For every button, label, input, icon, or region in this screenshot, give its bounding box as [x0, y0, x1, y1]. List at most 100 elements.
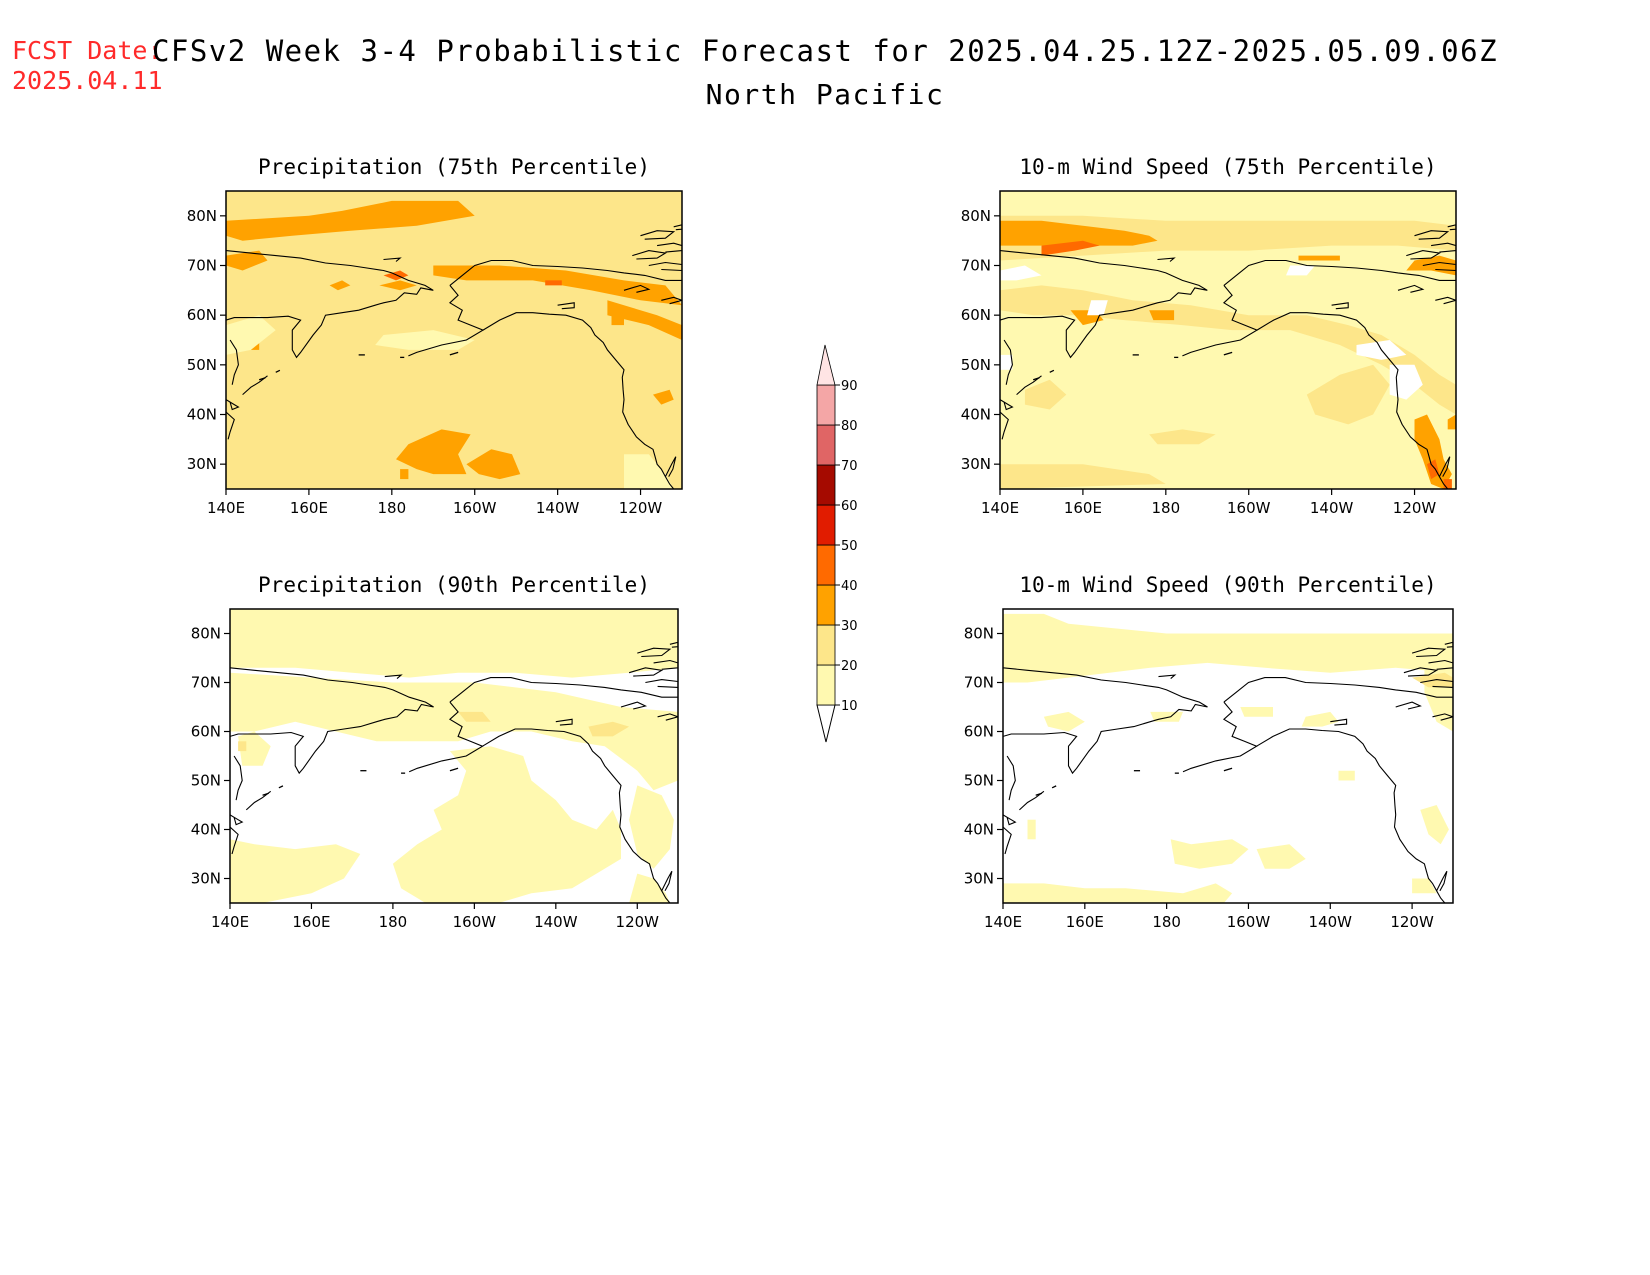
coastline	[1157, 257, 1176, 262]
lon-tick-label: 160W	[1227, 913, 1271, 931]
island-chain-mark	[1049, 369, 1055, 373]
lat-tick-label: 40N	[961, 406, 991, 424]
probability-contour-patch	[1240, 707, 1273, 717]
island-chain-mark	[262, 792, 269, 796]
coastline	[1256, 728, 1446, 903]
lat-tick-label: 40N	[187, 406, 217, 424]
island-chain-mark	[1051, 785, 1057, 789]
probability-contour-patch	[329, 280, 351, 291]
coastline	[1411, 647, 1447, 658]
colorbar-segment	[816, 464, 836, 506]
forecast-date-block: FCST Date: 2025.04.11	[12, 36, 163, 96]
lon-tick-label: 180	[379, 913, 408, 931]
coastline	[408, 285, 485, 357]
coastline	[1000, 399, 1014, 411]
probability-contour-patch	[396, 429, 471, 475]
probability-contour-patch	[1256, 844, 1306, 869]
colorbar-segment	[816, 424, 836, 466]
coastline	[1256, 312, 1449, 489]
coastline	[1158, 674, 1177, 680]
lon-tick-label: 140E	[984, 913, 1022, 931]
probability-contour-patch	[1286, 265, 1316, 276]
coastline	[226, 250, 434, 359]
probability-contour-patch	[607, 300, 682, 340]
probability-contour-patch	[1420, 805, 1449, 845]
coastline	[673, 224, 682, 231]
colorbar-label: 30	[841, 619, 858, 634]
colorbar-segment	[816, 544, 836, 586]
panel-title: Precipitation (75th Percentile)	[258, 155, 650, 179]
probability-contour-patch	[375, 330, 475, 350]
probability-contour-patch	[379, 280, 417, 291]
coastline	[1330, 718, 1348, 726]
coastline	[1331, 302, 1349, 310]
coastline	[449, 677, 678, 703]
probability-contour-patch	[1000, 354, 1013, 370]
coastline	[555, 718, 573, 726]
lon-tick-label: 140W	[534, 913, 578, 931]
probability-contour-patch	[629, 873, 670, 903]
map-frame	[225, 190, 683, 490]
lon-tick-label: 140E	[207, 499, 245, 517]
lat-tick-label: 70N	[191, 674, 221, 692]
coastline	[482, 312, 675, 489]
probability-contour-patch	[1000, 464, 1166, 489]
lat-tick-label: 30N	[191, 870, 221, 888]
forecast-date-label: FCST Date:	[12, 36, 163, 65]
coastline	[226, 411, 235, 440]
probability-contour-patch	[1301, 711, 1339, 727]
lat-tick-label: 50N	[191, 772, 221, 790]
coastline	[230, 826, 239, 855]
lat-tick-label: 80N	[964, 625, 994, 643]
coastline	[408, 701, 484, 773]
lon-tick-label: 160E	[1064, 499, 1102, 517]
coastline	[661, 296, 682, 305]
lon-tick-label: 120W	[1393, 499, 1437, 517]
lat-tick-label: 50N	[964, 772, 994, 790]
coastline	[449, 259, 682, 286]
probability-contour-patch	[1027, 819, 1036, 840]
main-title: CFSv2 Week 3-4 Probabilistic Forecast fo…	[151, 34, 1499, 68]
coastline	[1003, 339, 1013, 385]
coastline	[1397, 284, 1425, 293]
colorbar-label: 10	[841, 699, 858, 714]
panel-title: 10-m Wind Speed (75th Percentile)	[1019, 155, 1436, 179]
probability-contour-patch	[1041, 240, 1100, 256]
coastline	[1406, 250, 1441, 260]
island-chain-mark	[449, 351, 459, 356]
lat-tick-label: 60N	[964, 723, 994, 741]
coastline	[1223, 259, 1456, 286]
coastline	[1428, 659, 1453, 670]
coastline	[1182, 701, 1258, 773]
probability-contour-patch	[611, 315, 624, 326]
coastline	[664, 456, 677, 477]
lon-tick-label: 120W	[616, 913, 660, 931]
island-chain-mark	[449, 767, 459, 772]
lat-tick-label: 70N	[961, 257, 991, 275]
probability-contour-patch	[588, 721, 630, 737]
coastline	[645, 679, 678, 688]
map-frame	[229, 608, 679, 904]
coastline	[1438, 456, 1451, 477]
coastline	[637, 647, 672, 658]
probability-contour-patch	[653, 389, 674, 405]
probability-contour-patch	[624, 454, 674, 489]
probability-contour-patch	[226, 200, 475, 241]
coastline	[653, 659, 678, 670]
lon-tick-label: 120W	[1390, 913, 1434, 931]
coastline	[1006, 755, 1016, 801]
coastline	[632, 250, 667, 260]
lat-tick-label: 80N	[187, 207, 217, 225]
coastline	[1435, 296, 1456, 305]
coastline	[620, 701, 648, 710]
coastline	[661, 870, 673, 892]
probability-contour-patch	[1443, 479, 1452, 489]
coastline	[229, 339, 239, 385]
coastline	[230, 667, 434, 775]
probability-contour-patch	[392, 746, 621, 903]
lon-tick-label: 180	[377, 499, 406, 517]
probability-contour-patch	[1149, 310, 1175, 321]
coastline	[1003, 667, 1208, 775]
coastline	[1444, 641, 1453, 648]
